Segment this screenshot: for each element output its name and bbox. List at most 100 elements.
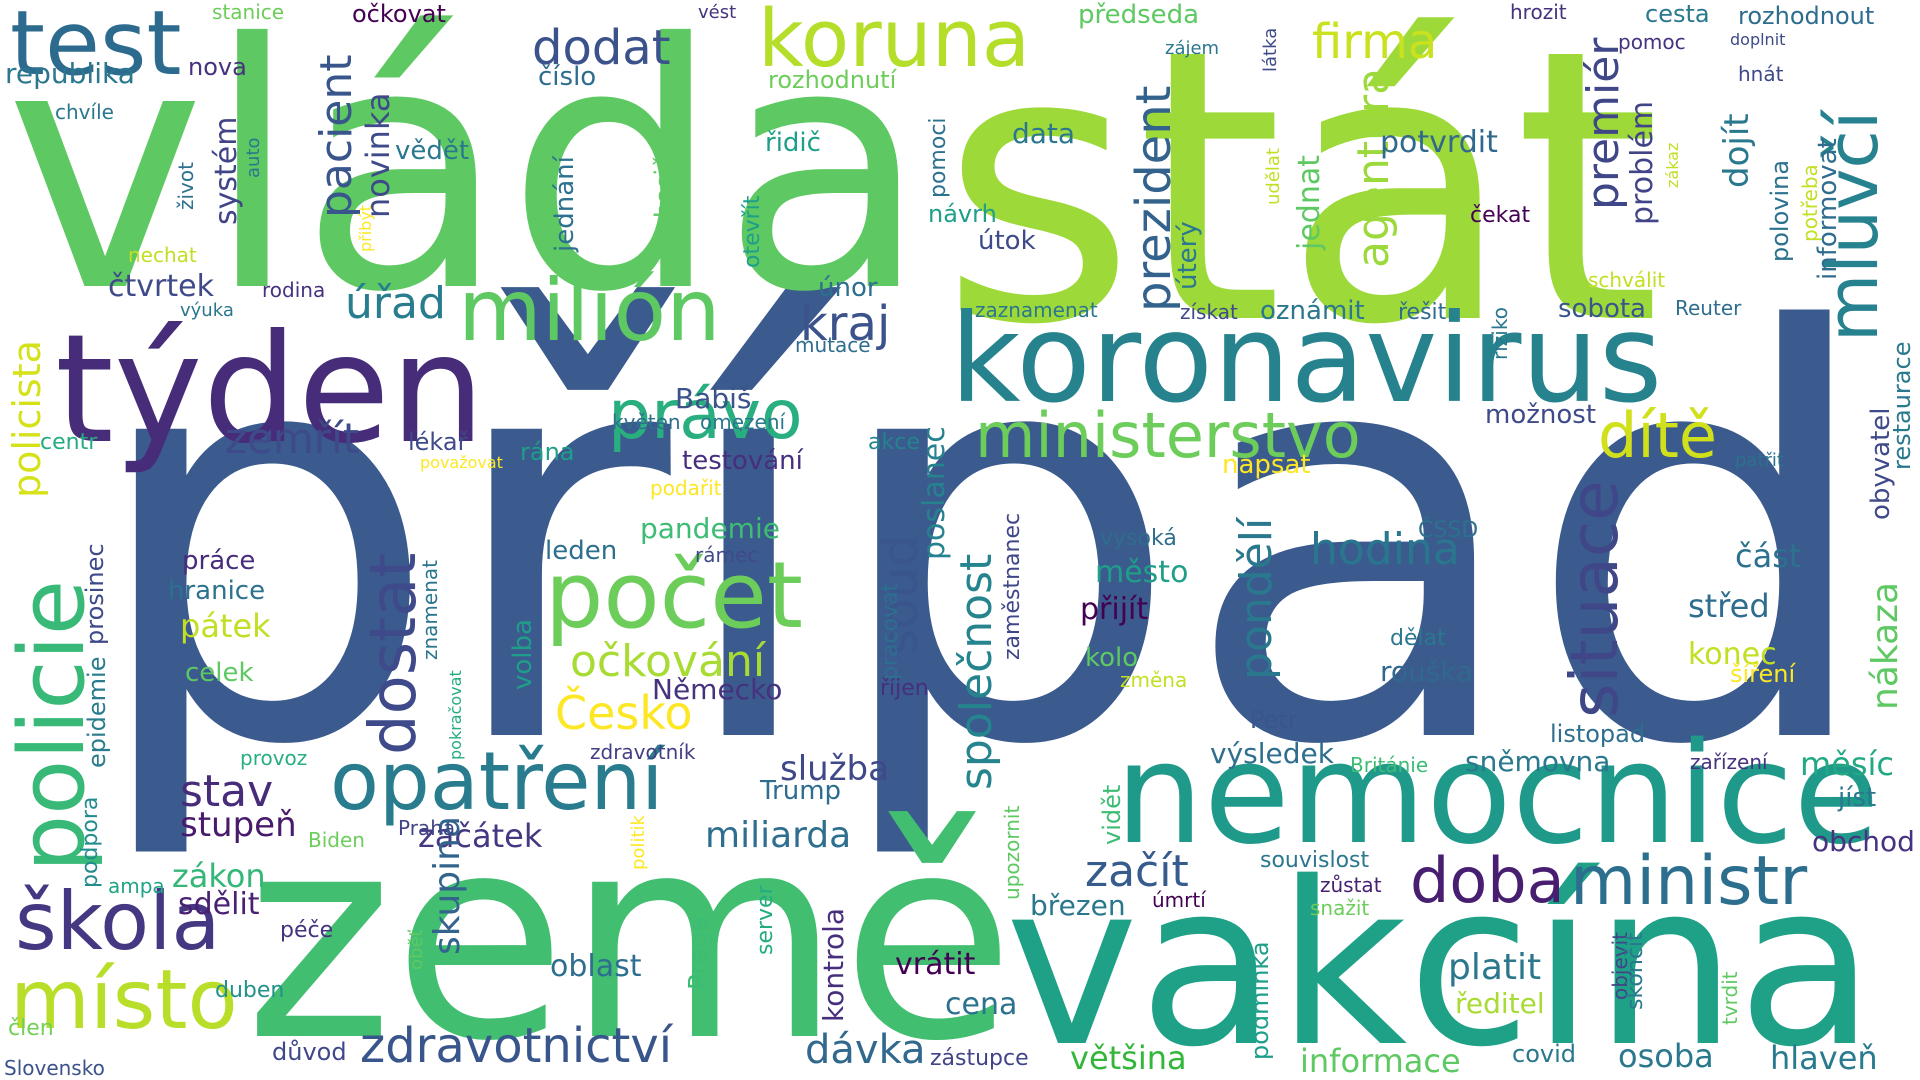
- word-mutace: mutace: [795, 333, 871, 357]
- word-snazit: snažit: [1310, 896, 1370, 920]
- word-povazovat: považovat: [420, 453, 503, 472]
- word-oznamit: oznámit: [1260, 296, 1365, 326]
- word-skola: škola: [15, 875, 221, 968]
- word-kolo: kolo: [1085, 643, 1139, 673]
- word-souvislost: souvislost: [1260, 848, 1370, 873]
- word-ampa: ampa: [108, 874, 165, 898]
- word-brezen: březen: [1030, 889, 1126, 922]
- word-nova: nova: [188, 53, 247, 81]
- word-napsat: napsat: [1222, 450, 1311, 480]
- word-ministr: ministr: [1570, 842, 1808, 921]
- word-patek: pátek: [180, 607, 271, 645]
- word-hrozit: hrozit: [1510, 0, 1567, 24]
- word-pracovat: pracovat: [878, 582, 903, 680]
- word-biden: Biden: [308, 828, 365, 852]
- word-rozhodnuti: rozhodnutí: [768, 66, 897, 94]
- word-moznost: možnost: [1485, 400, 1597, 430]
- word-nemocnice: nemocnice: [1115, 713, 1880, 876]
- word-zmena: změna: [1120, 668, 1188, 692]
- word-misto: místo: [10, 953, 238, 1048]
- word-zivot: život: [174, 162, 198, 210]
- word-sdelit: sdělit: [178, 887, 260, 922]
- word-prijit: přijít: [1080, 592, 1149, 627]
- word-reditel: ředitel: [1455, 987, 1545, 1020]
- word-koronavirus: koronavirus: [950, 288, 1663, 430]
- word-celek: celek: [185, 658, 254, 688]
- word-ockovat: očkovat: [352, 0, 446, 28]
- word-lekar: lékař: [408, 428, 468, 456]
- word-pokracovat: pokračovat: [446, 670, 465, 760]
- word-ramec: rámec: [695, 543, 759, 567]
- word-cssd: ČSSD: [1418, 518, 1479, 543]
- word-policista: policista: [5, 340, 49, 498]
- word-ockovani: očkování: [570, 636, 766, 687]
- word-ridic: řidič: [765, 128, 821, 158]
- word-vetsina: většina: [1070, 1039, 1187, 1077]
- word-zdravotnik: zdravotník: [590, 740, 696, 764]
- word-utery: úterý: [1173, 221, 1203, 290]
- word-slovensko: Slovensko: [4, 1056, 105, 1080]
- word-akce: akce: [868, 430, 920, 455]
- word-opatreni: opatření: [330, 735, 664, 828]
- word-agentura: agentura: [1348, 67, 1399, 268]
- word-sluzba: služba: [780, 749, 889, 789]
- word-poslanec: poslanec: [917, 426, 952, 560]
- word-pomoc: pomoc: [1618, 30, 1686, 54]
- word-urad: úřad: [345, 278, 446, 329]
- word-mesic: měsíc: [1800, 745, 1895, 783]
- word-test: test: [10, 0, 182, 96]
- word-konec: konec: [1688, 637, 1777, 672]
- word-situace: situace: [1556, 480, 1633, 718]
- word-mesto: město: [1095, 555, 1189, 590]
- word-volba: volba: [508, 619, 538, 690]
- word-skoncit: skončit: [1623, 932, 1648, 1010]
- word-navrh: návrh: [928, 200, 997, 228]
- word-data: data: [1012, 117, 1076, 150]
- word-platit: platit: [1448, 947, 1542, 988]
- word-unor: únor: [818, 273, 878, 303]
- word-doplnit: doplnit: [1730, 30, 1786, 49]
- word-sireni: šíření: [1730, 660, 1796, 688]
- word-informovat: informovat: [1813, 138, 1843, 280]
- word-novinka: novinka: [359, 92, 397, 218]
- word-zacatek: začátek: [418, 817, 543, 855]
- word-jist: jíst: [1838, 783, 1877, 813]
- word-cesko: Česko: [555, 686, 693, 740]
- word-latka: látka: [1260, 27, 1281, 72]
- word-udelat: udělat: [1263, 148, 1284, 205]
- word-reuter: Reuter: [1675, 296, 1742, 320]
- word-nemecko: Německo: [652, 673, 783, 706]
- word-jednani: jednání: [550, 156, 580, 252]
- word-hlaven: hlaveň: [1770, 1039, 1878, 1077]
- word-oblast: oblast: [550, 949, 642, 984]
- word-prosinec: prosinec: [81, 543, 109, 645]
- word-snemovna: sněmovna: [1465, 745, 1611, 778]
- word-chvile: chvíle: [55, 100, 114, 124]
- word-britanie: Británie: [1350, 753, 1429, 777]
- word-pomoci: pomoci: [926, 117, 951, 198]
- word-system: systém: [209, 116, 244, 225]
- word-problem: problém: [1625, 100, 1660, 225]
- word-zacit: začít: [1085, 846, 1189, 897]
- word-podpora: podpora: [78, 796, 103, 888]
- word-dojit: dojít: [1717, 113, 1757, 188]
- word-rana: rána: [520, 438, 575, 466]
- word-utok: útok: [978, 226, 1036, 256]
- word-umrti: úmrtí: [1152, 888, 1206, 912]
- word-stred: střed: [1688, 587, 1770, 625]
- word-milion: milión: [458, 261, 721, 361]
- word-zakaz: zákaz: [1663, 142, 1682, 188]
- word-auto: auto: [243, 137, 264, 178]
- word-hasic: hasič: [650, 155, 678, 218]
- word-kraj: kraj: [800, 296, 891, 352]
- word-videt: vidět: [1098, 784, 1126, 845]
- word-epidemie: epidemie: [83, 656, 111, 768]
- word-delat: dělat: [1390, 626, 1446, 651]
- word-patrit: patřit: [1735, 450, 1784, 471]
- word-omezeni: omezení: [700, 410, 786, 434]
- word-praga: Praga: [684, 915, 714, 990]
- word-restaurace: restaurace: [1888, 341, 1916, 470]
- word-hodina: hodina: [1310, 524, 1460, 575]
- word-obet: oběť: [406, 929, 427, 970]
- word-osoba: osoba: [1618, 1037, 1714, 1075]
